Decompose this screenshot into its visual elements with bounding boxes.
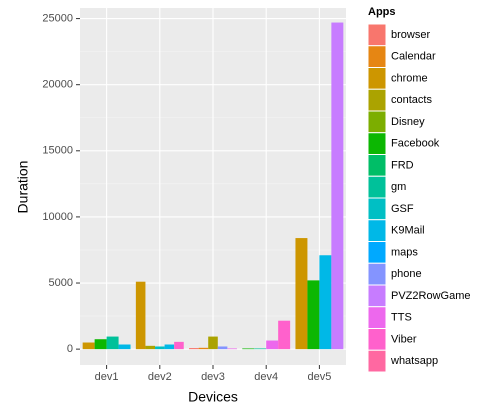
bar (164, 344, 175, 350)
bar (331, 22, 344, 350)
legend-swatch (368, 220, 386, 241)
legend-swatch (368, 176, 386, 198)
legend-swatch (368, 198, 386, 220)
y-tick-label: 20000 (42, 79, 73, 91)
bar (242, 348, 255, 350)
legend-label: phone (391, 268, 422, 280)
legend-swatch (368, 329, 386, 350)
legend-label: K9Mail (391, 225, 425, 237)
y-tick-label: 10000 (42, 211, 73, 223)
bar (319, 255, 332, 350)
legend-swatch (368, 68, 386, 89)
x-axis-label: Devices (188, 389, 238, 405)
legend-label: browser (391, 29, 430, 41)
bar (135, 281, 146, 350)
bar (266, 340, 279, 350)
legend-label: gm (391, 181, 406, 193)
legend-label: chrome (391, 72, 428, 84)
y-tick-label: 5000 (49, 277, 73, 289)
bar (94, 339, 107, 350)
bar (155, 346, 165, 350)
y-tick-label: 0 (67, 343, 73, 355)
legend-swatch (368, 111, 386, 133)
bar (227, 348, 237, 350)
bar (118, 344, 131, 350)
legend-swatch (368, 46, 386, 67)
legend-label: contacts (391, 94, 432, 106)
bar (82, 342, 95, 350)
y-tick-label: 25000 (42, 12, 73, 24)
x-tick-label: dev2 (148, 371, 172, 383)
x-tick-label: dev5 (307, 371, 331, 383)
legend-label: Disney (391, 116, 425, 128)
x-tick-label: dev3 (201, 371, 225, 383)
bar (208, 336, 218, 350)
bar (106, 336, 119, 350)
legend-label: Facebook (391, 138, 440, 150)
bar (217, 346, 228, 350)
bar (198, 347, 209, 350)
legend-label: FRD (391, 159, 414, 171)
legend-label: whatsapp (390, 355, 438, 367)
legend-swatch (368, 89, 386, 111)
bar (145, 345, 156, 350)
bar (189, 348, 199, 350)
bar (254, 348, 267, 350)
legend-swatch (368, 350, 386, 372)
legend-swatch (368, 133, 386, 154)
bar (295, 238, 308, 350)
bar (278, 320, 291, 350)
y-tick-label: 15000 (42, 145, 73, 157)
legend-swatch (368, 155, 386, 176)
bar (307, 280, 320, 350)
y-axis-label: Duration (15, 161, 31, 214)
legend-label: GSF (391, 203, 414, 215)
legend-label: Calendar (391, 51, 436, 63)
legend-title: Apps (368, 6, 396, 18)
legend-swatch (368, 307, 386, 328)
bar (174, 341, 184, 350)
legend-swatch (368, 285, 386, 307)
x-tick-label: dev4 (254, 371, 278, 383)
legend-swatch (368, 242, 386, 263)
legend-label: TTS (391, 312, 412, 324)
legend-label: PVZ2RowGame (391, 290, 470, 302)
legend-label: Viber (391, 333, 417, 345)
legend-label: maps (391, 246, 418, 258)
legend-swatch (368, 263, 386, 285)
x-tick-label: dev1 (95, 371, 119, 383)
legend-swatch (368, 24, 386, 46)
